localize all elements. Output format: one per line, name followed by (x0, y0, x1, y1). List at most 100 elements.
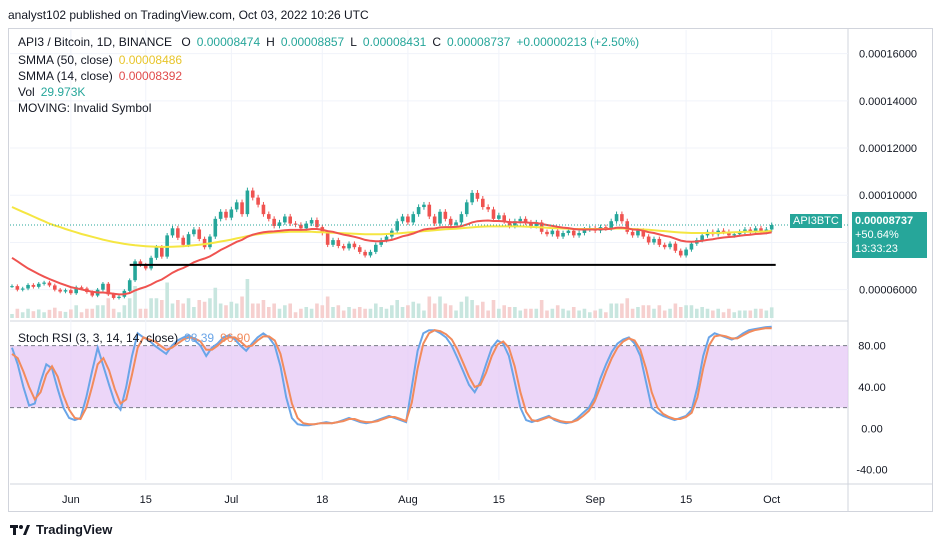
candle-body (652, 238, 656, 243)
candle-body (481, 198, 485, 208)
candle-body (277, 222, 282, 226)
volume-bar (256, 303, 260, 318)
candle-body (497, 215, 501, 219)
price-badge-countdown: 13:33:23 (855, 243, 898, 255)
candle-body (411, 214, 416, 223)
volume-bar (85, 308, 89, 318)
volume-bar (176, 300, 180, 318)
price-tick-label: 0.00016000 (859, 49, 917, 61)
candle-body (513, 221, 517, 226)
volume-bar (732, 312, 737, 318)
stoch-tick-label: -40.00 (856, 465, 887, 477)
legend-symbol-row: API3 / Bitcoin, 1D, BINANCE O 0.00008474 H… (18, 34, 651, 50)
candle-body (416, 207, 421, 215)
candle-body (149, 257, 153, 269)
candle-body (604, 227, 608, 229)
candle-body (475, 192, 480, 199)
candle-body (224, 211, 228, 218)
volume-bar (695, 308, 699, 318)
volume-bar (518, 310, 523, 318)
candle-body (673, 243, 678, 251)
volume-bar (448, 305, 453, 318)
volume-bar (127, 298, 132, 318)
volume-bar (106, 298, 111, 318)
candle-body (31, 284, 36, 287)
candle-body (379, 240, 383, 245)
footer-brand[interactable]: TradingView (10, 522, 112, 537)
price-tick-label: 0.00012000 (859, 143, 917, 155)
candle-body (657, 238, 662, 245)
stoch-band-layer (10, 345, 848, 409)
volume-bar (363, 308, 367, 318)
candle-body (186, 234, 191, 245)
volume-bar (411, 301, 416, 318)
candle-body (748, 229, 753, 232)
volume-bar (79, 312, 84, 318)
volume-bar (625, 298, 630, 318)
candle-body (384, 236, 389, 241)
volume-bar (464, 296, 469, 318)
candle-body (743, 229, 747, 232)
volume-bar (250, 303, 255, 318)
candle-body (309, 220, 314, 224)
volume-bar (716, 308, 720, 318)
legend-change: +0.00000213 (+2.50%) (516, 35, 640, 49)
time-tick-label: 15 (493, 494, 505, 506)
volume-bar (646, 305, 651, 318)
candle-body (507, 221, 512, 226)
volume-bar (277, 308, 282, 318)
volume-bar (406, 305, 410, 318)
volume-bar (652, 308, 656, 318)
time-tick-label: Sep (585, 494, 605, 506)
candle-body (160, 247, 164, 257)
publisher-caption: analyst102 published on TradingView.com,… (8, 8, 369, 22)
candle-body (545, 231, 549, 235)
volume-bar (160, 300, 164, 318)
time-tick-label: 15 (140, 494, 152, 506)
candlesticks (10, 187, 774, 300)
candle-body (138, 261, 143, 265)
candle-body (577, 233, 581, 236)
candle-body (470, 192, 474, 203)
volume-bar (293, 312, 298, 318)
volume-bar (202, 301, 207, 318)
candle-body (69, 290, 73, 294)
stoch-d-value: 96.90 (220, 331, 251, 345)
volume-bar (454, 310, 458, 318)
candle-body (256, 197, 260, 205)
price-badge-price: 0.00008737 (855, 215, 914, 227)
candle-body (630, 231, 635, 236)
candle-body (689, 243, 694, 250)
candle-body (769, 224, 774, 230)
volume-bar (604, 312, 608, 318)
volume-bar (571, 307, 576, 318)
candle-body (143, 264, 148, 269)
volume-bar (74, 305, 78, 318)
volume-bar (117, 312, 121, 318)
price-badge-change: +50.64% (855, 229, 899, 241)
candle-body (464, 202, 469, 215)
candle-body (47, 282, 52, 286)
volume-bar (678, 307, 683, 318)
volume-bar (507, 307, 512, 318)
candle-body (101, 283, 105, 290)
volume-bar (390, 305, 394, 318)
volume-bar (234, 303, 239, 318)
volume-bar (15, 308, 20, 318)
candle-body (678, 250, 683, 256)
axis-labels: 0.000060000.000080000.000100000.00012000… (62, 49, 917, 506)
volume-bar (58, 311, 62, 318)
legend-volume: Vol 29.973K (18, 85, 86, 99)
candle-body (299, 224, 303, 229)
candle-body (443, 211, 448, 219)
volume-bar (432, 303, 437, 318)
candle-body (229, 209, 234, 218)
candle-body (133, 261, 137, 281)
candle-body (117, 296, 121, 298)
candle-body (759, 228, 763, 232)
volume-bar (261, 300, 266, 318)
volume-bar (523, 308, 528, 318)
volume-bar (555, 305, 560, 318)
stoch-lines (11, 325, 772, 427)
